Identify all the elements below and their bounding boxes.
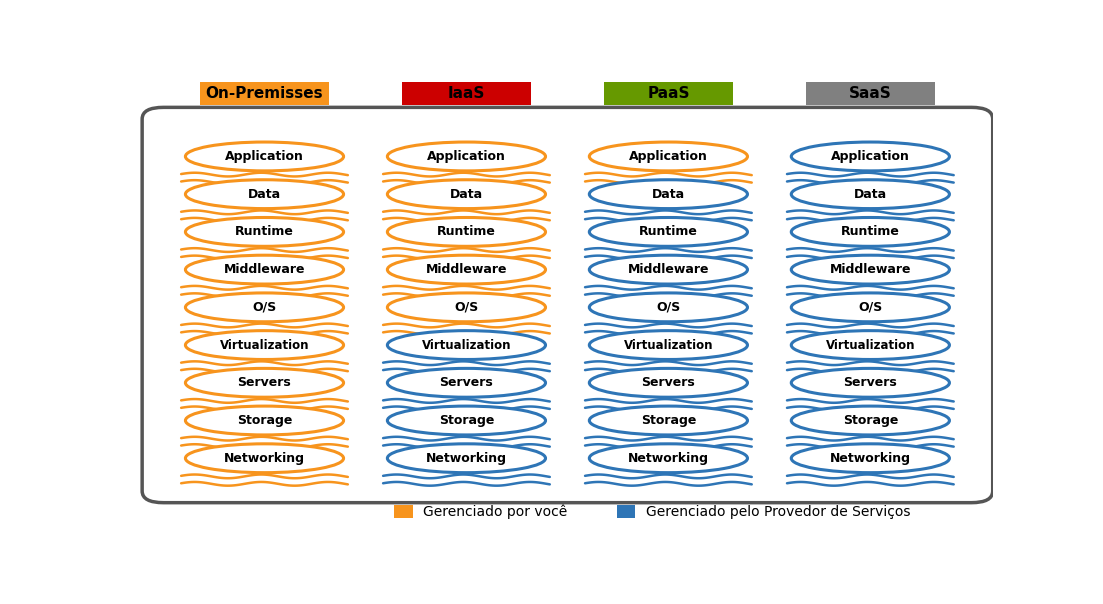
Ellipse shape: [791, 217, 950, 246]
Ellipse shape: [185, 255, 343, 284]
Text: IaaS: IaaS: [448, 86, 485, 101]
Ellipse shape: [589, 217, 748, 246]
Text: Networking: Networking: [829, 452, 911, 464]
Text: Virtualization: Virtualization: [219, 339, 309, 352]
Ellipse shape: [791, 330, 950, 359]
Ellipse shape: [387, 368, 546, 397]
Ellipse shape: [185, 444, 343, 473]
Text: Application: Application: [427, 150, 506, 163]
Ellipse shape: [387, 255, 546, 284]
Text: Data: Data: [450, 188, 483, 201]
Text: Gerenciado pelo Provedor de Serviços: Gerenciado pelo Provedor de Serviços: [645, 505, 910, 519]
Text: Virtualization: Virtualization: [826, 339, 915, 352]
Text: O/S: O/S: [656, 301, 681, 314]
Ellipse shape: [589, 255, 748, 284]
Ellipse shape: [387, 217, 546, 246]
Text: O/S: O/S: [253, 301, 277, 314]
FancyBboxPatch shape: [806, 82, 935, 104]
Ellipse shape: [589, 368, 748, 397]
Text: Virtualization: Virtualization: [623, 339, 714, 352]
Text: Application: Application: [225, 150, 304, 163]
Ellipse shape: [589, 444, 748, 473]
Ellipse shape: [185, 330, 343, 359]
Text: Networking: Networking: [628, 452, 709, 464]
Text: Storage: Storage: [439, 414, 494, 427]
Ellipse shape: [589, 142, 748, 171]
Text: Application: Application: [629, 150, 708, 163]
Text: PaaS: PaaS: [647, 86, 689, 101]
Text: Servers: Servers: [642, 376, 695, 390]
Ellipse shape: [589, 330, 748, 359]
Ellipse shape: [185, 406, 343, 435]
Text: Data: Data: [652, 188, 685, 201]
Text: Storage: Storage: [843, 414, 898, 427]
Text: Middleware: Middleware: [829, 263, 911, 276]
Text: Servers: Servers: [440, 376, 493, 390]
Ellipse shape: [589, 293, 748, 322]
Text: Runtime: Runtime: [235, 225, 293, 239]
Ellipse shape: [791, 444, 950, 473]
FancyBboxPatch shape: [395, 506, 414, 518]
Text: Storage: Storage: [237, 414, 292, 427]
Text: Runtime: Runtime: [437, 225, 496, 239]
Text: O/S: O/S: [858, 301, 882, 314]
Ellipse shape: [185, 217, 343, 246]
Text: Networking: Networking: [224, 452, 306, 464]
Ellipse shape: [791, 255, 950, 284]
FancyBboxPatch shape: [200, 82, 329, 104]
Ellipse shape: [387, 330, 546, 359]
Text: SaaS: SaaS: [849, 86, 891, 101]
Ellipse shape: [387, 406, 546, 435]
Ellipse shape: [387, 444, 546, 473]
Text: Servers: Servers: [237, 376, 291, 390]
Text: Networking: Networking: [426, 452, 507, 464]
Text: Data: Data: [248, 188, 281, 201]
Text: Middleware: Middleware: [224, 263, 306, 276]
Ellipse shape: [185, 180, 343, 208]
FancyBboxPatch shape: [142, 108, 993, 503]
Text: On-Premisses: On-Premisses: [205, 86, 323, 101]
Text: Middleware: Middleware: [628, 263, 709, 276]
FancyBboxPatch shape: [401, 82, 531, 104]
Ellipse shape: [589, 180, 748, 208]
Ellipse shape: [387, 180, 546, 208]
Ellipse shape: [589, 406, 748, 435]
Text: Virtualization: Virtualization: [421, 339, 511, 352]
Text: Storage: Storage: [641, 414, 696, 427]
FancyBboxPatch shape: [603, 82, 732, 104]
Text: Data: Data: [854, 188, 887, 201]
Ellipse shape: [791, 180, 950, 208]
Text: O/S: O/S: [454, 301, 479, 314]
Text: Runtime: Runtime: [639, 225, 698, 239]
Text: Servers: Servers: [844, 376, 897, 390]
Ellipse shape: [791, 142, 950, 171]
Text: Runtime: Runtime: [840, 225, 900, 239]
Ellipse shape: [185, 368, 343, 397]
Text: Gerenciado por você: Gerenciado por você: [424, 505, 568, 519]
FancyBboxPatch shape: [617, 506, 635, 518]
Ellipse shape: [791, 368, 950, 397]
Ellipse shape: [791, 293, 950, 322]
Text: Application: Application: [831, 150, 910, 163]
Ellipse shape: [387, 293, 546, 322]
Ellipse shape: [185, 293, 343, 322]
Text: Middleware: Middleware: [426, 263, 507, 276]
Ellipse shape: [185, 142, 343, 171]
Ellipse shape: [387, 142, 546, 171]
Ellipse shape: [791, 406, 950, 435]
